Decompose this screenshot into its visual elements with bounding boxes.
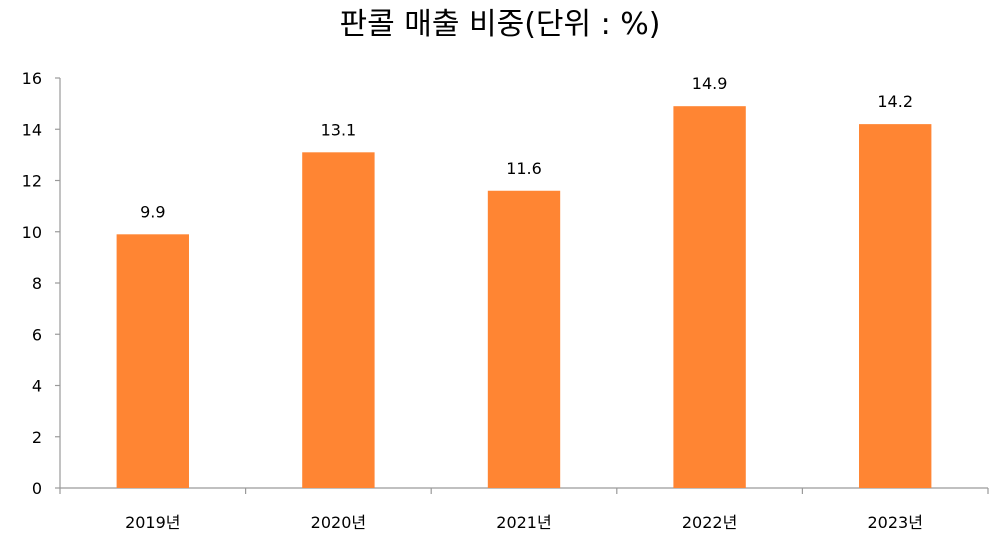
bars — [116, 106, 932, 488]
y-tick-label: 2 — [32, 428, 42, 447]
y-axis: 0 2 4 6 8 10 12 14 16 — [22, 69, 61, 498]
data-label: 13.1 — [321, 120, 357, 139]
data-label: 9.9 — [140, 202, 165, 221]
data-label: 14.2 — [877, 92, 913, 111]
x-tick-label: 2022년 — [682, 513, 737, 532]
y-tick-label: 4 — [32, 377, 42, 396]
y-tick-label: 16 — [22, 69, 42, 88]
bar — [116, 234, 189, 488]
bar — [673, 106, 746, 488]
x-tick-label: 2020년 — [311, 513, 366, 532]
y-tick-label: 10 — [22, 223, 42, 242]
data-label: 11.6 — [506, 159, 542, 178]
y-tick-label: 6 — [32, 325, 42, 344]
chart-title: 판콜 매출 비중(단위 : %) — [340, 7, 661, 42]
y-tick-label: 0 — [32, 479, 42, 498]
bar — [487, 190, 561, 488]
y-tick-label: 14 — [22, 120, 42, 139]
x-tick-label: 2021년 — [496, 513, 551, 532]
x-tick-label: 2023년 — [867, 513, 922, 532]
data-labels: 9.9 13.1 11.6 14.9 14.2 — [140, 74, 913, 221]
bar — [302, 152, 375, 488]
x-tick-label: 2019년 — [125, 513, 180, 532]
y-tick-label: 8 — [32, 274, 42, 293]
y-tick-label: 12 — [22, 172, 42, 191]
bar — [859, 124, 932, 488]
data-label: 14.9 — [692, 74, 728, 93]
x-axis: 2019년 2020년 2021년 2022년 2023년 — [59, 487, 989, 532]
